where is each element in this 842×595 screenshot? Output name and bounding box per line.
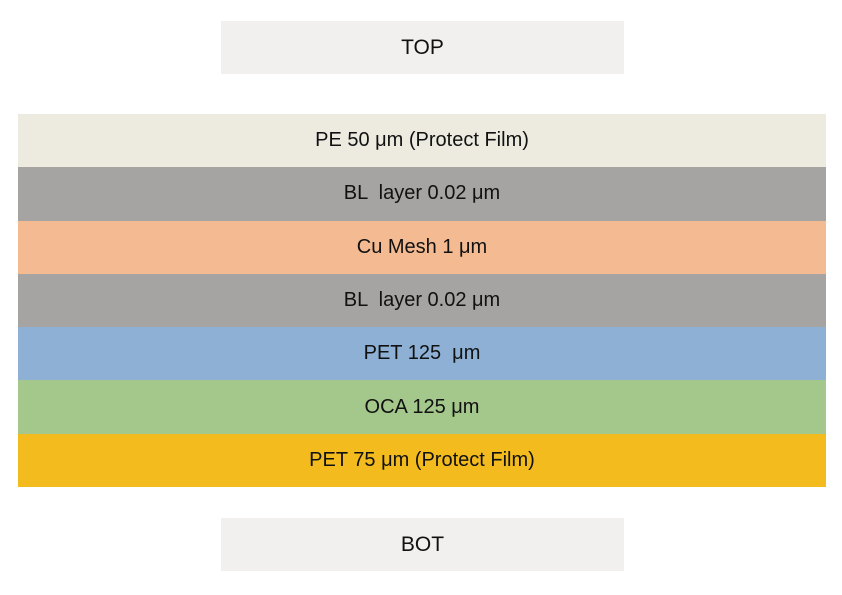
layer-stack: PE 50 μm (Protect Film) BL layer 0.02 μm… xyxy=(18,114,826,488)
layer-pet-125: PET 125 μm xyxy=(18,327,826,381)
layer-label: Cu Mesh 1 μm xyxy=(356,235,488,258)
bottom-label-box: BOT xyxy=(221,518,624,571)
layer-label: OCA 125 μm xyxy=(364,395,480,418)
layer-label: PET 125 μm xyxy=(363,342,481,365)
layer-bl-lower: BL layer 0.02 μm xyxy=(18,273,826,328)
layer-cu-mesh: Cu Mesh 1 μm xyxy=(18,220,826,274)
layer-label: PE 50 μm (Protect Film) xyxy=(315,129,529,152)
layer-pet-protect-film: PET 75 μm (Protect Film) xyxy=(18,433,826,488)
top-label: TOP xyxy=(401,35,444,59)
layer-pe-protect-film: PE 50 μm (Protect Film) xyxy=(18,114,826,168)
bottom-label: BOT xyxy=(400,532,445,556)
layer-label: BL layer 0.02 μm xyxy=(343,182,501,205)
layer-label: PET 75 μm (Protect Film) xyxy=(309,448,535,471)
layer-oca-125: OCA 125 μm xyxy=(18,380,826,434)
top-label-box: TOP xyxy=(221,21,624,74)
layer-bl-upper: BL layer 0.02 μm xyxy=(18,167,826,221)
layer-label: BL layer 0.02 μm xyxy=(343,289,501,312)
